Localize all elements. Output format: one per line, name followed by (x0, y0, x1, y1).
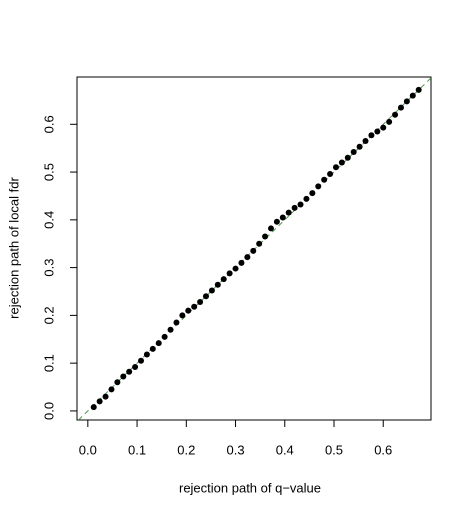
point (386, 118, 393, 125)
point (90, 404, 97, 411)
point (338, 159, 345, 166)
point (202, 293, 209, 300)
point (197, 299, 204, 306)
point (173, 319, 180, 326)
x-tick-label: 0.0 (79, 442, 97, 457)
point (167, 326, 174, 333)
point (120, 373, 127, 380)
point (332, 164, 339, 171)
point (138, 357, 145, 364)
point (392, 111, 399, 118)
point (102, 393, 109, 400)
y-axis-label: rejection path of local fdr (6, 177, 21, 319)
y-tick-label: 0.0 (41, 402, 56, 420)
x-axis-label: rejection path of q−value (179, 480, 321, 495)
point (297, 201, 304, 208)
x-tick-label: 0.4 (276, 442, 294, 457)
point (143, 351, 150, 358)
point (291, 204, 298, 211)
point (244, 254, 251, 261)
point (267, 225, 274, 232)
point (273, 218, 280, 225)
point (344, 154, 351, 161)
point (114, 379, 121, 386)
point (256, 240, 263, 247)
point (374, 128, 381, 135)
y-tick-label: 0.3 (41, 259, 56, 277)
point (132, 363, 139, 370)
point (350, 149, 357, 156)
point (409, 92, 416, 99)
point (303, 195, 310, 202)
point (149, 345, 156, 352)
point (250, 247, 257, 254)
point (403, 98, 410, 105)
plot-box (76, 76, 432, 421)
point (185, 307, 192, 314)
point (362, 138, 369, 145)
x-tick-label: 0.3 (226, 442, 244, 457)
point (321, 176, 328, 183)
point (380, 124, 387, 131)
x-tick-label: 0.2 (177, 442, 195, 457)
point (309, 190, 316, 197)
y-tick-label: 0.2 (41, 306, 56, 324)
point (285, 209, 292, 216)
point (397, 104, 404, 111)
point (315, 183, 322, 190)
point (191, 303, 198, 310)
x-tick-label: 0.1 (128, 442, 146, 457)
point (238, 259, 245, 266)
y-tick-label: 0.4 (41, 211, 56, 229)
point (208, 287, 215, 294)
y-tick-label: 0.6 (41, 115, 56, 133)
point (279, 214, 286, 221)
point (179, 312, 186, 319)
point (356, 143, 363, 150)
y-tick-label: 0.5 (41, 163, 56, 181)
point (214, 281, 221, 288)
point (96, 398, 103, 405)
point (126, 368, 133, 375)
point (232, 265, 239, 272)
point (368, 132, 375, 139)
point (108, 386, 115, 393)
point (415, 86, 422, 93)
point (226, 270, 233, 277)
point (262, 233, 269, 240)
point (161, 333, 168, 340)
point (155, 340, 162, 347)
y-tick-label: 0.1 (41, 354, 56, 372)
point (327, 170, 334, 177)
x-tick-label: 0.6 (374, 442, 392, 457)
point (220, 276, 227, 283)
x-tick-label: 0.5 (325, 442, 343, 457)
